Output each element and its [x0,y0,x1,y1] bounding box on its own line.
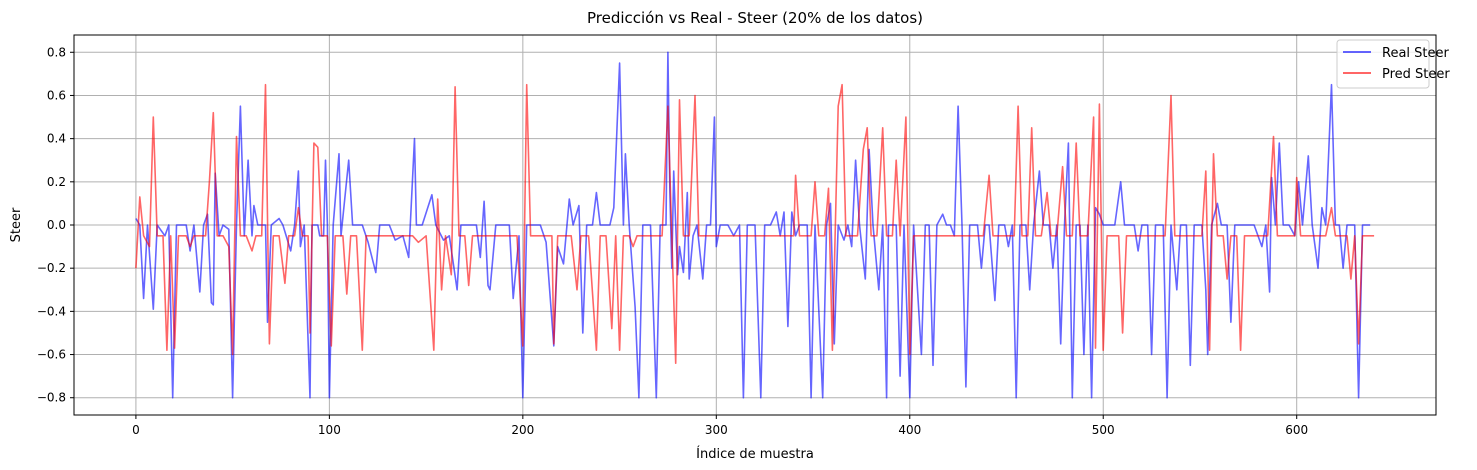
y-tick-label: −0.2 [37,261,66,275]
y-tick-label: −0.6 [37,348,66,362]
x-tick-label: 0 [132,423,140,437]
plot-lines [135,51,1375,399]
y-tick-label: 0.8 [47,45,66,59]
legend-label-real: Real Steer [1382,46,1450,61]
y-axis-label: Steer [9,207,24,242]
x-tick-label: 400 [898,423,921,437]
x-tick-label: 500 [1092,423,1115,437]
plot-frame [73,34,1437,416]
legend-label-pred: Pred Steer [1382,67,1450,82]
x-axis-label: Índice de muestra [696,446,814,462]
x-tick-label: 300 [705,423,728,437]
y-tick-label: 0.4 [47,132,66,146]
x-tick-label: 600 [1285,423,1308,437]
x-tick-label: 100 [318,423,341,437]
series-line-pred-steer [135,83,1375,365]
series-line-real-steer [135,51,1371,399]
chart-title: Predicción vs Real - Steer (20% de los d… [587,9,923,27]
y-tick-label: 0.6 [47,88,66,102]
y-tick-label: 0.0 [47,218,66,232]
y-tick-label: 0.2 [47,175,66,189]
x-tick-label: 200 [511,423,534,437]
legend: Real Steer Pred Steer [1336,39,1450,89]
axis-ticks: 0 100 200 300 400 500 600 −0.8 −0.6 −0.4 −0.2 0.0 0.… [37,45,1308,437]
y-tick-label: −0.8 [37,391,66,405]
y-tick-label: −0.4 [37,304,66,318]
